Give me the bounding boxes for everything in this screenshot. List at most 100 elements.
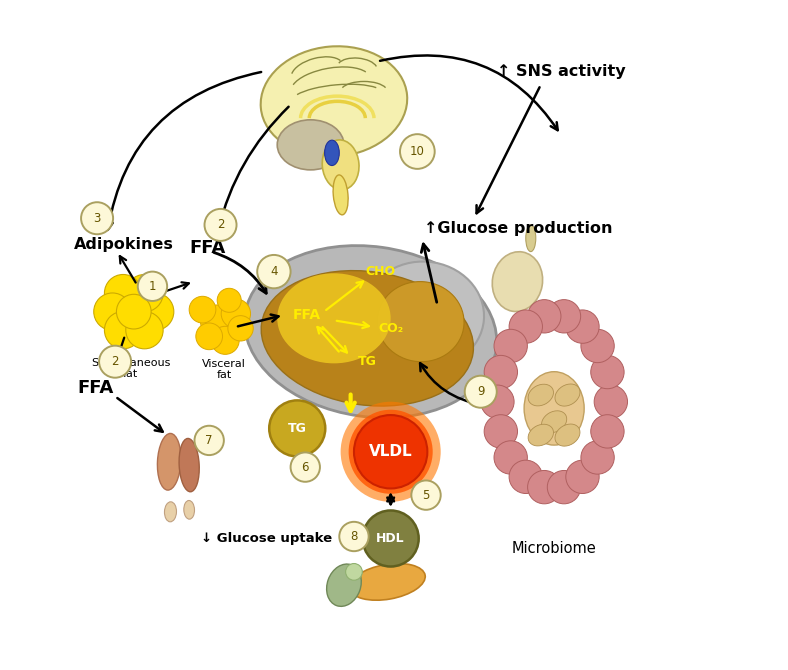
Ellipse shape [349,563,426,600]
Circle shape [138,271,167,301]
Circle shape [481,385,514,418]
Circle shape [269,401,325,456]
Circle shape [594,385,627,418]
Ellipse shape [526,225,536,252]
Ellipse shape [541,411,567,433]
Circle shape [196,323,222,350]
Ellipse shape [158,433,181,490]
Circle shape [99,346,131,378]
Text: CO₂: CO₂ [378,322,403,335]
Text: 2: 2 [217,218,225,231]
Circle shape [105,275,142,312]
Circle shape [340,402,440,502]
Circle shape [136,293,174,330]
Circle shape [354,415,427,488]
Text: 2: 2 [111,355,119,369]
Ellipse shape [524,372,584,445]
Circle shape [228,316,253,341]
Circle shape [81,202,113,234]
Text: ↑Glucose production: ↑Glucose production [424,220,612,236]
Circle shape [195,425,224,455]
Circle shape [217,288,241,312]
Text: Microbiome: Microbiome [511,541,597,556]
Text: 7: 7 [206,434,213,447]
Ellipse shape [179,438,199,492]
Circle shape [411,480,440,510]
Ellipse shape [277,120,344,170]
Circle shape [257,255,291,288]
Circle shape [221,299,251,328]
Ellipse shape [492,252,543,312]
Circle shape [566,460,599,494]
Ellipse shape [555,384,580,406]
Circle shape [548,470,581,504]
Ellipse shape [261,271,474,406]
Circle shape [484,355,518,389]
Ellipse shape [364,261,484,368]
Ellipse shape [165,502,177,522]
Circle shape [581,441,615,474]
Circle shape [528,299,561,333]
Circle shape [494,441,527,474]
Ellipse shape [377,281,464,362]
Circle shape [494,329,527,362]
Circle shape [465,376,496,408]
Ellipse shape [346,563,362,580]
Circle shape [126,275,163,312]
Circle shape [200,305,234,338]
Ellipse shape [261,46,407,157]
Circle shape [94,293,131,330]
Ellipse shape [325,140,340,165]
Circle shape [362,511,418,567]
Circle shape [400,134,435,169]
Circle shape [205,209,236,241]
Ellipse shape [528,384,553,406]
Ellipse shape [277,273,391,363]
Circle shape [291,452,320,482]
Text: 5: 5 [422,488,429,502]
Circle shape [566,310,599,343]
Circle shape [105,312,142,349]
Text: ↓ Glucose uptake: ↓ Glucose uptake [200,532,332,545]
Text: 1: 1 [149,280,156,293]
Circle shape [340,522,369,551]
Circle shape [126,312,163,349]
Text: CHO: CHO [366,265,396,278]
Circle shape [591,415,624,448]
Ellipse shape [322,140,359,190]
Text: TG: TG [358,355,377,369]
Ellipse shape [326,564,362,606]
Ellipse shape [184,500,195,519]
Circle shape [211,326,240,354]
Circle shape [591,355,624,389]
Circle shape [581,329,615,362]
Text: TG: TG [288,422,307,435]
Ellipse shape [555,424,580,446]
Text: Subcutaneous
fat: Subcutaneous fat [91,358,170,379]
Text: HDL: HDL [377,532,405,545]
Circle shape [509,460,542,494]
Ellipse shape [244,246,496,417]
Text: 8: 8 [351,530,358,543]
Text: 10: 10 [410,145,425,158]
Ellipse shape [333,175,348,215]
Circle shape [348,410,433,494]
Text: FFA: FFA [293,308,322,322]
Text: VLDL: VLDL [369,444,412,459]
Text: 9: 9 [477,385,485,398]
Circle shape [548,299,581,333]
Circle shape [117,294,151,329]
Text: 6: 6 [302,460,309,474]
Text: FFA: FFA [78,379,114,397]
Text: 3: 3 [94,212,101,224]
Circle shape [528,470,561,504]
Circle shape [484,415,518,448]
Text: Adipokines: Adipokines [74,237,173,253]
Text: Visceral
fat: Visceral fat [202,359,246,381]
Circle shape [509,310,542,343]
Ellipse shape [528,424,553,446]
Text: 4: 4 [270,265,277,278]
Text: ↑ SNS activity: ↑ SNS activity [497,64,626,79]
Circle shape [189,296,216,323]
Text: FFA: FFA [189,239,225,257]
